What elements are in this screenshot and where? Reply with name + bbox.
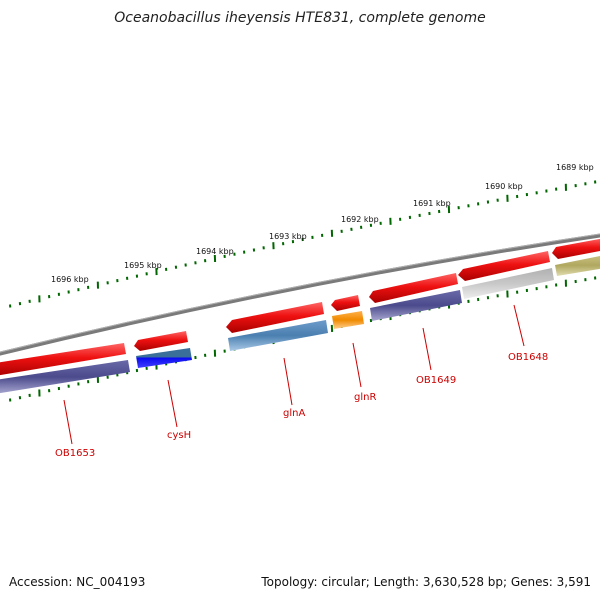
tick-label-1694: 1694 kbp [196,247,234,256]
backbone-highlight [0,233,600,353]
gene-forward-ob1653[interactable] [0,343,126,376]
gene-forward-glnr[interactable] [331,295,360,311]
cog-cysh[interactable] [136,348,192,368]
scale-labels: 1696 kbp 1695 kbp 1694 kbp 1693 kbp 1692… [51,163,594,284]
cog-edge[interactable] [555,255,600,276]
cog-glna[interactable] [228,320,328,351]
tick-label-1695: 1695 kbp [124,261,162,270]
gene-labels: OB1653 cysH glnA glnR OB1649 OB1648 [55,352,548,459]
gene-forward-ob1649[interactable] [369,273,458,303]
cog-glnr[interactable] [332,311,364,329]
gene-label-ob1649[interactable]: OB1649 [416,375,456,386]
leader-ob1649 [422,327,432,371]
topology-text: Topology: circular; Length: 3,630,528 bp… [261,575,591,589]
cog-ob1649[interactable] [370,290,462,321]
gene-forward-cysh[interactable] [134,331,188,351]
tick-label-1696: 1696 kbp [51,275,89,284]
gene-forward-ob1648[interactable] [458,251,550,281]
inner-tick-ring [9,276,597,402]
gene-label-ob1648[interactable]: OB1648 [508,352,548,363]
scale-ring [9,180,597,308]
tick-label-1689: 1689 kbp [556,163,594,172]
cog-track [0,255,600,394]
gene-label-glna[interactable]: glnA [283,408,305,419]
gene-forward-edge[interactable] [552,238,600,259]
accession-text: Accession: NC_004193 [9,575,146,589]
leader-glna [283,357,293,406]
forward-strand [0,238,600,376]
tick-label-1690: 1690 kbp [485,182,523,191]
map-title: Oceanobacillus iheyensis HTE831, complet… [114,10,486,26]
genome-backbone [0,233,600,356]
label-leaders [63,304,525,445]
leader-ob1653 [63,399,73,445]
tick-label-1693: 1693 kbp [269,232,307,241]
leader-glnr [352,342,362,388]
cog-ob1648[interactable] [462,268,554,299]
gene-label-glnr[interactable]: glnR [354,392,376,403]
gene-label-ob1653[interactable]: OB1653 [55,448,95,459]
gene-label-cysh[interactable]: cysH [167,430,191,441]
leader-ob1648 [513,304,525,347]
tick-label-1692: 1692 kbp [341,215,379,224]
cog-ob1653[interactable] [0,360,130,394]
gene-forward-glna[interactable] [226,302,324,333]
leader-cysh [167,379,178,428]
tick-label-1691: 1691 kbp [413,199,451,208]
